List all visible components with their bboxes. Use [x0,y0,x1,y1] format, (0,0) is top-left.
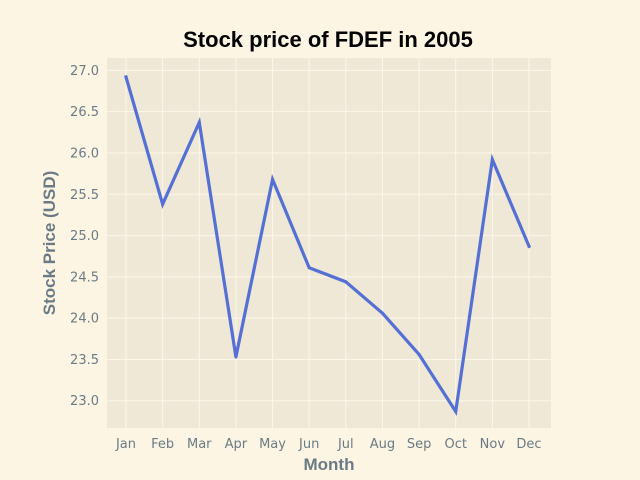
series-line [124,75,532,416]
x-tick-label: Apr [225,437,248,452]
x-tick-label: Jun [298,437,319,452]
chart-title: Stock price of FDEF in 2005 [183,27,473,52]
data-point [454,409,458,413]
x-tick-label: Jul [337,437,354,452]
data-point [417,352,421,356]
x-axis-ticks: Jan Feb Mar Apr May Jun Jul Aug Sep Oct Nov Dec [115,437,542,452]
y-axis-label: Stock Price (USD) [40,171,59,316]
x-tick-label: Aug [370,437,395,452]
plot-area [107,58,551,428]
y-tick-label: 25.0 [70,229,99,244]
series-layer [124,75,532,416]
data-point [234,355,238,359]
y-tick-label: 24.5 [70,270,99,285]
x-tick-label: Feb [151,437,174,452]
y-axis-ticks: 23.0 23.5 24.0 24.5 25.0 25.5 26.0 26.5 27.0 [70,64,99,409]
grid [107,58,551,428]
y-tick-label: 23.0 [70,394,99,409]
y-tick-label: 27.0 [70,64,99,79]
x-tick-label: Mar [187,437,212,452]
y-tick-label: 23.5 [70,353,99,368]
x-tick-label: Oct [444,437,466,452]
x-tick-label: Nov [480,437,506,452]
x-tick-label: May [259,437,286,452]
data-point [161,202,165,206]
x-tick-label: Dec [516,437,541,452]
data-point [124,75,128,79]
data-point [271,177,275,181]
data-point [307,266,311,270]
data-point [344,280,348,284]
y-tick-label: 24.0 [70,312,99,327]
x-tick-label: Sep [407,437,432,452]
y-tick-label: 25.5 [70,188,99,203]
data-point [197,120,201,124]
x-tick-label: Jan [115,437,136,452]
data-point [380,311,384,315]
data-point [527,244,531,248]
x-axis-label: Month [304,455,355,474]
data-point [490,158,494,162]
y-tick-label: 26.5 [70,105,99,120]
y-tick-label: 26.0 [70,146,99,161]
